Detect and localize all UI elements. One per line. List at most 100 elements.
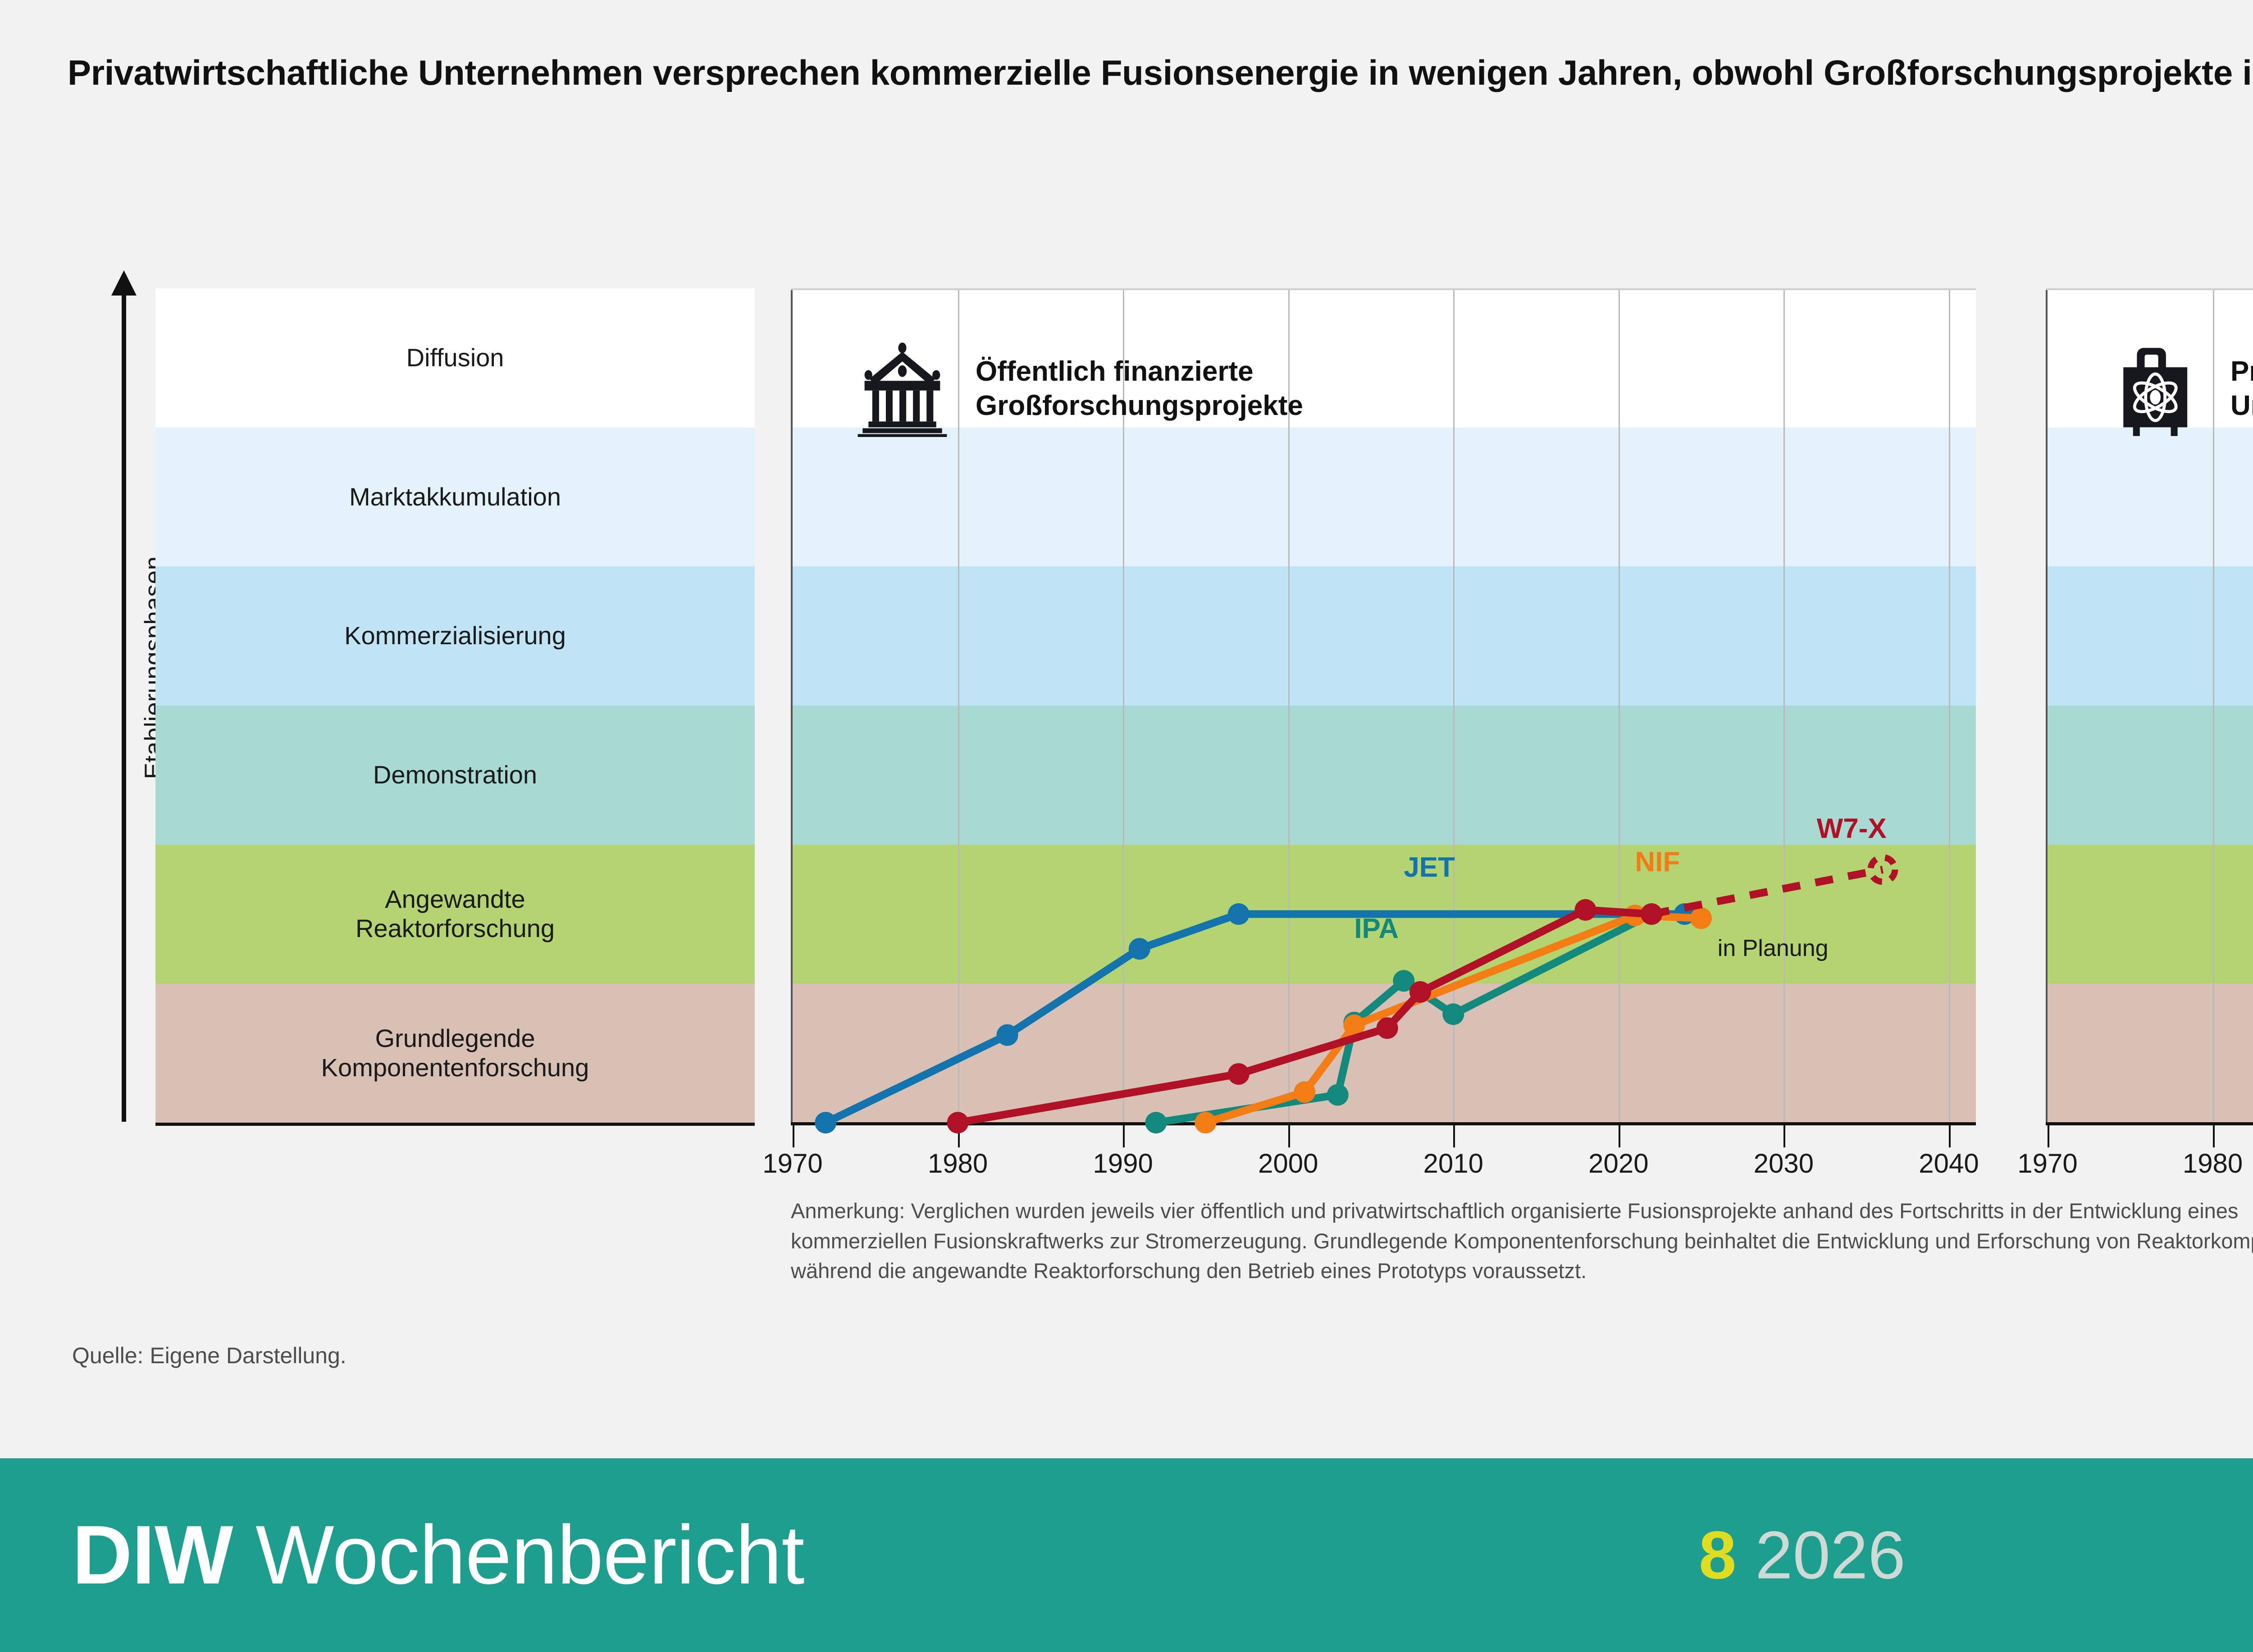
panel-top-border [791,288,1976,290]
series-line [1152,910,1656,1127]
panel-left-border [791,288,793,1123]
series-label-jet: JET [1404,852,1455,883]
x-tick [793,1123,794,1147]
series-plot-public [815,854,1898,1133]
panel-header-public: Öffentlich finanzierte Großforschungsproj… [854,340,1303,439]
data-point [1227,903,1250,925]
phase-band [2046,566,2253,706]
x-tick-label: 1980 [2182,1148,2243,1179]
series-label-nif: NIF [1635,846,1680,878]
x-tick-label: 2000 [1258,1148,1318,1179]
phase-legend-item: Grundlegende Komponentenforschung [155,983,755,1123]
data-point [996,1024,1018,1046]
x-tick [2048,1123,2049,1147]
data-point [815,1112,837,1133]
phase-legend-item: Kommerzialisierung [155,566,755,706]
briefcase-atom-icon [2109,340,2206,437]
series-w7-x [947,854,1898,1133]
x-tick [1618,1123,1620,1147]
phase-band [791,427,1976,567]
x-tick [1288,1123,1290,1147]
y-axis-arrow [111,270,137,1122]
phase-band [791,705,1976,845]
series-jet [815,903,1696,1133]
phase-band [2046,705,2253,845]
page-title: Privatwirtschaftliche Unternehmen verspr… [68,53,2253,92]
data-point [1327,1084,1349,1106]
series-projected-line [1651,865,1884,918]
data-point [1145,1112,1167,1133]
series-label-ipa: IPA [1354,913,1399,945]
data-point [1343,1014,1365,1036]
data-point [1641,903,1663,925]
phase-legend-item: Diffusion [155,288,755,428]
phase-legend-item: Marktakkumulation [155,427,755,567]
phase-legend-item: Demonstration [155,705,755,845]
data-point [1376,1017,1398,1039]
vertical-gridlines-public [791,288,1976,1123]
panel-top-border [2046,288,2253,290]
data-point [1128,938,1150,960]
x-ticks-public [791,1123,1976,1150]
phase-band [791,566,1976,706]
planning-note-public: in Planung [1717,935,1829,962]
x-axis-line-private [2046,1122,2253,1125]
bottom-banner: DIW Wochenbericht 8 2026 DIW BERLIN [0,1458,2253,1652]
projected-data-point [1867,854,1898,885]
phase-band [2046,844,2253,984]
x-ticks-private [2046,1123,2253,1150]
gridline [1453,288,1455,1123]
issue-year: 2026 [1755,1517,1906,1593]
data-point [1227,1063,1250,1085]
x-tick-label: 2030 [1753,1148,1814,1179]
x-tick-label: 1980 [927,1148,988,1179]
x-tick-label: 2020 [1588,1148,1649,1179]
panel-title-public: Öffentlich finanzierte Großforschungsproj… [976,355,1303,421]
bank-temple-icon [854,340,951,439]
gridline [1949,288,1950,1123]
x-tick [2212,1123,2215,1147]
x-tick-label: 1970 [2017,1148,2078,1179]
panel-left-border [2046,288,2048,1123]
gridline [1288,288,1290,1123]
vertical-gridlines-private [2046,288,2253,1123]
x-axis-line-public [791,1122,1976,1125]
issue-spacer [1736,1517,1755,1593]
series-label-w7-x: W7-X [1816,813,1887,844]
phase-legend-column: Diffusion Marktakkumulation Kommerzialisie… [155,288,755,1123]
data-point [1409,981,1431,1003]
gridline [1123,288,1125,1123]
banner-brand-rest: Wochenbericht [255,1509,805,1602]
phase-band [2046,983,2253,1123]
data-point [1294,1081,1316,1103]
x-tick [1123,1123,1125,1147]
x-tick [958,1123,960,1147]
x-tick-label: 1970 [762,1148,823,1179]
phase-band [791,983,1976,1123]
phase-column-baseline [155,1123,755,1126]
x-tick-labels-public: 1970 1980 1990 2000 2010 2020 2030 2040 [762,1148,1979,1188]
data-point [1195,1112,1217,1133]
phase-bands-private [2046,288,2253,1123]
gridline [1618,288,1620,1123]
x-tick-label: 2010 [1423,1148,1484,1179]
x-tick [1453,1123,1455,1147]
banner-brand-spacer [233,1509,255,1602]
banner-brand-bold: DIW [72,1509,233,1602]
x-tick-label: 1990 [1093,1148,1153,1179]
issue-number: 8 [1699,1517,1737,1593]
data-point [947,1112,969,1133]
data-point [1393,970,1415,992]
data-point [1442,1003,1464,1025]
source-label: Quelle: Eigene Darstellung. [72,1343,347,1368]
gridline [958,288,959,1123]
x-tick [1949,1123,1951,1147]
gridline [2212,288,2214,1123]
series-line [954,906,1656,1127]
phase-band [2046,427,2253,567]
